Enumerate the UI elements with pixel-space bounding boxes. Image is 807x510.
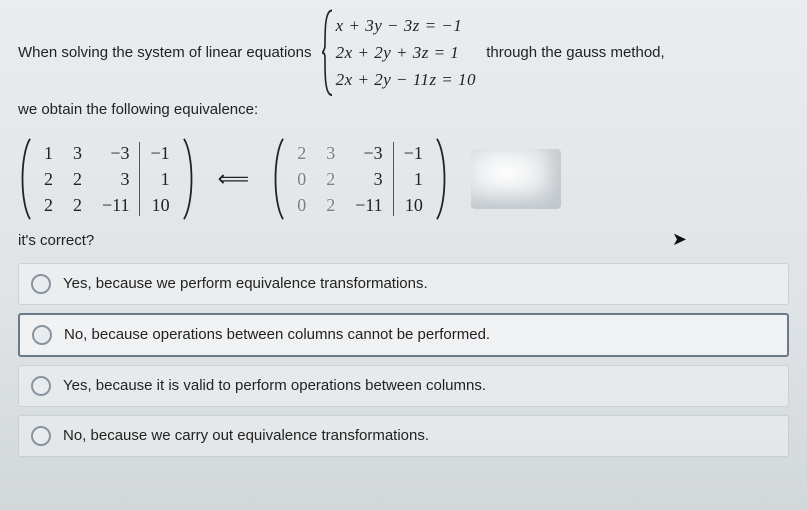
option-d[interactable]: No, because we carry out equivalence tra… — [18, 415, 789, 457]
col-1: 1 2 2 — [34, 140, 63, 218]
matrix-equivalence: 1 2 2 3 2 2 −3 3 −11 −1 1 10 ⟸ — [18, 136, 789, 222]
question-text: When solving the system of linear equati… — [18, 12, 789, 122]
radio-icon — [31, 376, 51, 396]
glare-artifact — [471, 149, 561, 209]
option-label: Yes, because it is valid to perform oper… — [63, 377, 486, 394]
option-label: No, because operations between columns c… — [64, 326, 490, 343]
left-brace-icon — [322, 8, 334, 98]
col-2: 3 2 2 — [316, 140, 345, 218]
col-aug: −1 1 10 — [394, 140, 433, 218]
equation-3: 2x + 2y − 11z = 10 — [336, 66, 476, 93]
option-label: No, because we carry out equivalence tra… — [63, 427, 429, 444]
col-3: −3 3 −11 — [345, 140, 392, 218]
col-1: 2 0 0 — [287, 140, 316, 218]
matrix-right: 2 0 0 3 2 2 −3 3 −11 −1 1 10 — [271, 136, 449, 222]
option-b[interactable]: No, because operations between columns c… — [18, 313, 789, 357]
equation-1: x + 3y − 3z = −1 — [336, 12, 476, 39]
system-of-equations: x + 3y − 3z = −1 2x + 2y + 3z = 1 2x + 2… — [322, 12, 476, 94]
equation-2: 2x + 2y + 3z = 1 — [336, 39, 476, 66]
radio-icon — [31, 426, 51, 446]
radio-icon — [32, 325, 52, 345]
left-arrow-icon: ⟸ — [218, 166, 250, 192]
lparen-icon — [271, 136, 285, 222]
col-aug: −1 1 10 — [140, 140, 179, 218]
lead-in: When solving the system of linear equati… — [18, 44, 312, 61]
option-a[interactable]: Yes, because we perform equivalence tran… — [18, 263, 789, 305]
col-2: 3 2 2 — [63, 140, 92, 218]
rparen-icon — [435, 136, 449, 222]
radio-icon — [31, 274, 51, 294]
option-label: Yes, because we perform equivalence tran… — [63, 275, 428, 292]
cursor-icon: ➤ — [672, 229, 687, 250]
option-c[interactable]: Yes, because it is valid to perform oper… — [18, 365, 789, 407]
answer-options: Yes, because we perform equivalence tran… — [18, 263, 789, 457]
rparen-icon — [182, 136, 196, 222]
trail-text: through the gauss method, — [486, 44, 664, 61]
col-3: −3 3 −11 — [92, 140, 139, 218]
lparen-icon — [18, 136, 32, 222]
line-2: we obtain the following equivalence: — [18, 98, 789, 122]
matrix-left: 1 2 2 3 2 2 −3 3 −11 −1 1 10 — [18, 136, 196, 222]
